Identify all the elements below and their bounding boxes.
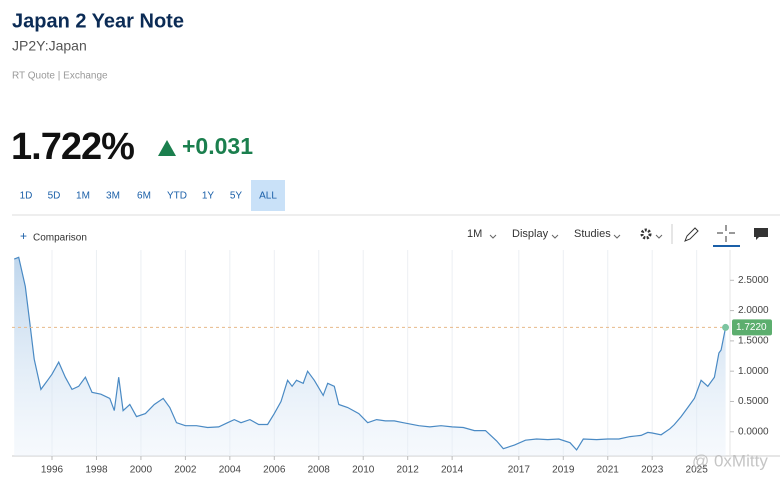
x-tick-label: 2017 (508, 465, 531, 476)
y-tick-label: 2.0000 (738, 305, 769, 316)
range-button[interactable]: 1Y (202, 191, 215, 202)
x-tick-label: 2002 (174, 465, 197, 476)
range-button[interactable]: 3M (106, 191, 120, 202)
x-tick-label: 1996 (41, 465, 64, 476)
y-tick-label: 1.0000 (738, 366, 769, 377)
last-point (722, 323, 730, 331)
up-arrow (158, 140, 176, 156)
watermark: @ 0xMitty (692, 451, 768, 470)
x-tick-label: 2019 (552, 465, 575, 476)
draw-icon[interactable] (684, 227, 699, 242)
last-value-badge (732, 319, 772, 336)
range-button[interactable]: YTD (167, 191, 187, 202)
range-button[interactable]: 6M (137, 191, 151, 202)
settings-icon[interactable] (640, 228, 652, 240)
price: 1.722% (11, 126, 134, 168)
x-tick-label: 2008 (308, 465, 331, 476)
x-tick-label: 2023 (641, 465, 664, 476)
plus-icon: + (20, 229, 27, 243)
crosshair-icon[interactable] (717, 225, 735, 242)
range-button[interactable]: 5Y (230, 191, 243, 202)
y-tick-label: 2.5000 (738, 275, 769, 286)
x-tick-label: 2010 (352, 465, 375, 476)
x-tick-label: 2012 (397, 465, 420, 476)
x-tick-label: 2025 (686, 465, 709, 476)
studies-button[interactable]: Studies (574, 228, 611, 240)
x-tick-label: 2021 (597, 465, 620, 476)
y-tick-label: 0.5000 (738, 396, 769, 407)
x-tick-label: 2004 (219, 465, 242, 476)
y-tick-label: 1.5000 (738, 336, 769, 347)
range-button[interactable]: 5D (48, 191, 61, 202)
interval-button[interactable]: 1M (467, 228, 482, 240)
chevron (551, 234, 559, 239)
active-range-bg (251, 180, 285, 211)
comparison-button[interactable]: Comparison (33, 233, 87, 244)
y-tick-label: 0.0000 (738, 426, 769, 437)
x-tick-label: 2006 (263, 465, 286, 476)
display-button[interactable]: Display (512, 228, 549, 240)
chart: 1996 1998 2000 2002 2004 2006 2008 2010 2012 2014… (12, 250, 780, 476)
chevron (489, 234, 497, 239)
change: +0.031 (182, 133, 253, 159)
quote-note: RT Quote | Exchange (12, 71, 108, 82)
x-tick-label: 2014 (441, 465, 464, 476)
range-buttons: 1D 5D 1M 3M 6M YTD 1Y 5Y ALL (20, 180, 285, 211)
chevron (655, 234, 663, 239)
chevron (613, 234, 621, 239)
comment-icon[interactable] (754, 228, 768, 240)
last-value-label: 1.7220 (736, 322, 767, 333)
range-button[interactable]: 1D (20, 191, 33, 202)
range-button[interactable]: ALL (259, 191, 277, 202)
area (14, 257, 726, 456)
range-button[interactable]: 1M (76, 191, 90, 202)
line (13, 256, 727, 451)
x-tick-label: 1998 (85, 465, 108, 476)
title: Japan 2 Year Note (12, 10, 184, 32)
symbol: JP2Y:Japan (12, 38, 87, 54)
x-tick-label: 2000 (130, 465, 153, 476)
